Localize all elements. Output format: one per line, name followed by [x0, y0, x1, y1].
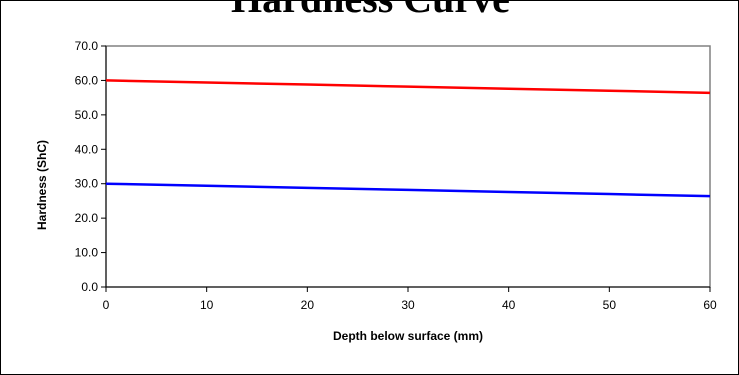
series-line-1 — [105, 79, 711, 95]
x-tick-label: 0 — [103, 298, 110, 312]
x-tick-label: 10 — [200, 298, 214, 312]
y-tick-label: 20.0 — [75, 211, 99, 225]
series-line-2 — [105, 182, 711, 198]
x-tick-label: 60 — [703, 298, 717, 312]
y-tick-label: 70.0 — [75, 39, 99, 53]
x-axis-label: Depth below surface (mm) — [332, 329, 484, 343]
y-tick-label: 40.0 — [75, 142, 99, 156]
y-tick-label: 30.0 — [75, 177, 99, 191]
x-tick-label: 50 — [603, 298, 617, 312]
y-tick-label: 0.0 — [81, 280, 98, 294]
y-tick-label: 50.0 — [75, 108, 99, 122]
x-tick-label: 40 — [502, 298, 516, 312]
chart-title: Hardness Curve — [1, 1, 738, 22]
x-tick-label: 20 — [301, 298, 315, 312]
x-tick-label: 30 — [401, 298, 415, 312]
y-axis-label: Hardness (ShC) — [35, 139, 49, 231]
y-tick-label: 10.0 — [75, 246, 99, 260]
plot-border — [105, 45, 711, 288]
y-tick-label: 60.0 — [75, 73, 99, 87]
